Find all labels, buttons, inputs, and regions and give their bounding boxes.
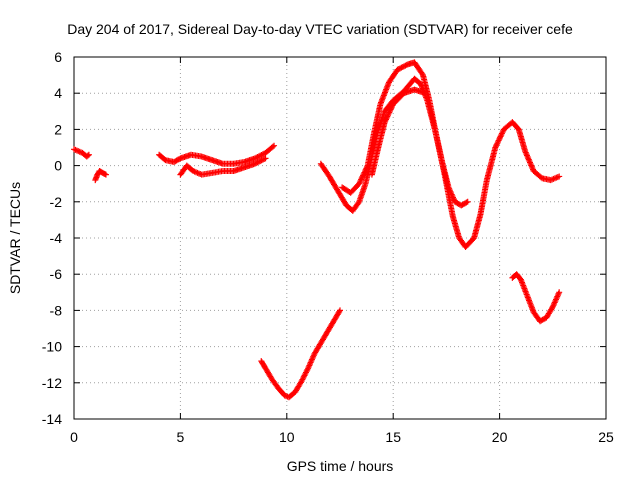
y-tick-label: -8 xyxy=(50,302,63,318)
y-tick-label: -12 xyxy=(42,375,62,391)
x-tick-label: 15 xyxy=(385,429,401,445)
y-tick-labels: 6 4 2 0 -2 -4 -6 -8 -10 -12 -14 xyxy=(42,49,62,427)
y-tick-label: -2 xyxy=(50,194,63,210)
chart-title: Day 204 of 2017, Sidereal Day-to-day VTE… xyxy=(67,21,573,37)
x-tick-labels: 0 5 10 15 20 25 xyxy=(70,429,614,445)
sdtvar-chart: 0 5 10 15 20 25 6420-2-4-6-8-10-12-14 Day 204… xyxy=(0,0,640,480)
y-tick-label: -6 xyxy=(50,266,63,282)
y-tick-label: -10 xyxy=(42,339,62,355)
x-tick-label: 10 xyxy=(279,429,295,445)
data-points xyxy=(71,59,562,400)
grid xyxy=(74,57,606,419)
y-tick-label: -14 xyxy=(42,411,62,427)
y-tick-label: 0 xyxy=(54,158,62,174)
x-tick-label: 0 xyxy=(70,429,78,445)
y-axis-title: SDTVAR / TECUs xyxy=(7,182,23,294)
y-tick-label: 2 xyxy=(54,121,62,137)
y-tick-label: -4 xyxy=(50,230,63,246)
x-tick-label: 20 xyxy=(492,429,508,445)
x-axis-title: GPS time / hours xyxy=(287,458,394,474)
y-tick-label: 4 xyxy=(54,85,62,101)
x-tick-label: 5 xyxy=(177,429,185,445)
x-tick-label: 25 xyxy=(598,429,614,445)
y-tick-label: 6 xyxy=(54,49,62,65)
